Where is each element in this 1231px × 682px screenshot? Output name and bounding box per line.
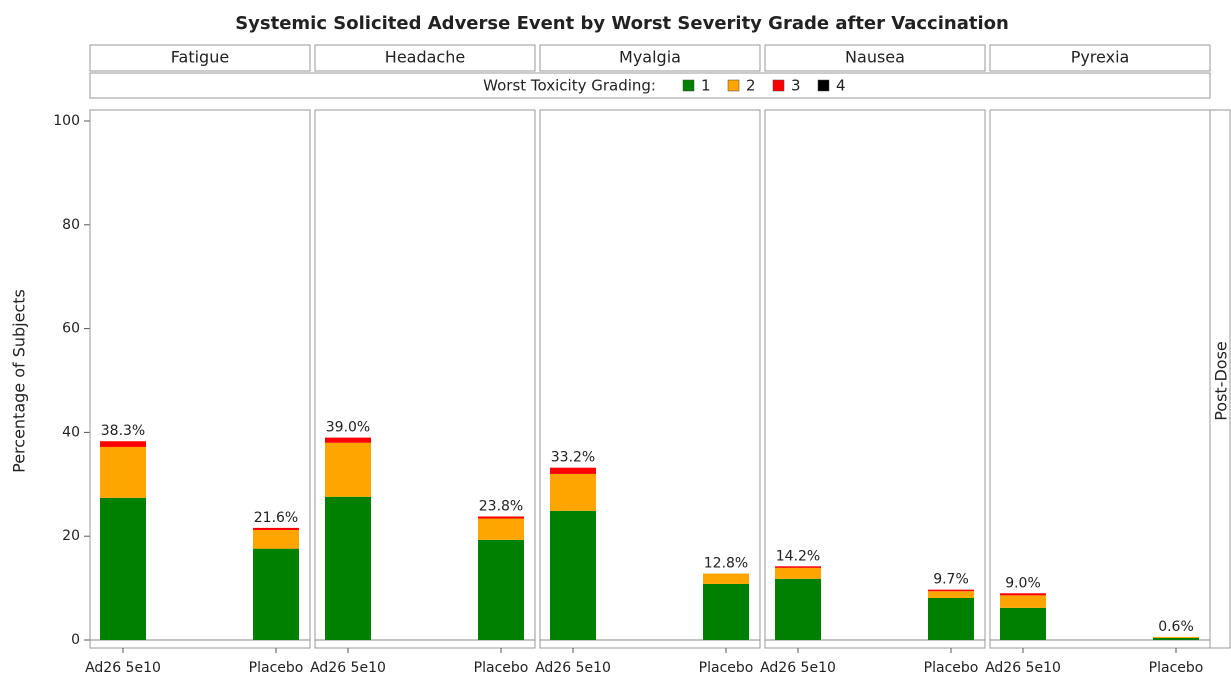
x-tick-label: Placebo: [1149, 660, 1204, 676]
panel-frame: [314, 109, 536, 649]
bar-segment: [1153, 637, 1199, 640]
bar-segment: [928, 597, 974, 640]
legend-strip: [89, 72, 1211, 99]
facet-strip: [539, 44, 761, 72]
y-tick-label: 20: [62, 528, 80, 544]
legend-swatch: [682, 79, 695, 92]
legend-label: 2: [746, 77, 756, 95]
bar-segment: [478, 539, 524, 640]
x-tick-label: Ad26 5e10: [760, 660, 836, 676]
legend-title: Worst Toxicity Grading:: [483, 77, 656, 95]
legend-label: 3: [791, 77, 801, 95]
bar-segment: [1153, 636, 1199, 638]
bar-segment: [100, 497, 146, 640]
facet-strip: [989, 44, 1211, 72]
bar-segment: [775, 566, 821, 568]
bar-segment: [1000, 607, 1046, 640]
x-tick-label: Ad26 5e10: [85, 660, 161, 676]
bar-total-label: 0.6%: [1158, 619, 1194, 635]
facet-label: Pyrexia: [1071, 48, 1130, 67]
bar-segment: [1000, 595, 1046, 608]
legend-swatch: [817, 79, 830, 92]
row-label: Post-Dose: [1212, 341, 1231, 421]
facet-label: Headache: [385, 48, 465, 67]
bar-segment: [253, 529, 299, 549]
legend-label: 4: [836, 77, 846, 95]
facet-label: Nausea: [845, 48, 905, 67]
bar-total-label: 38.3%: [101, 423, 145, 439]
bar-total-label: 12.8%: [704, 556, 748, 572]
bar-segment: [703, 573, 749, 584]
facet-label: Myalgia: [619, 48, 681, 67]
bar-segment: [703, 583, 749, 640]
legend-label: 1: [701, 77, 711, 95]
bar-segment: [550, 467, 596, 474]
bar-segment: [100, 446, 146, 498]
x-tick-label: Ad26 5e10: [310, 660, 386, 676]
bar-segment: [325, 496, 371, 640]
bar-segment: [100, 441, 146, 447]
panel-frame: [764, 109, 986, 649]
bar-total-label: 9.0%: [1005, 575, 1041, 591]
facet-strip: [764, 44, 986, 72]
bar-segment: [478, 518, 524, 540]
facet-strip: [314, 44, 536, 72]
x-tick-label: Ad26 5e10: [535, 660, 611, 676]
bar-segment: [928, 591, 974, 598]
x-tick-label: Placebo: [474, 660, 529, 676]
bar-total-label: 9.7%: [933, 572, 969, 588]
bar-segment: [325, 442, 371, 497]
y-tick-label: 60: [62, 321, 80, 337]
bar-segment: [478, 516, 524, 519]
bar-total-label: 33.2%: [551, 450, 595, 466]
bar-total-label: 21.6%: [254, 510, 298, 526]
x-tick-label: Placebo: [249, 660, 304, 676]
y-tick-label: 40: [62, 424, 80, 440]
legend-swatch: [727, 79, 740, 92]
facet-strip: [89, 44, 311, 72]
bar-total-label: 23.8%: [479, 498, 523, 514]
panel-frame: [89, 109, 311, 649]
y-tick-label: 80: [62, 217, 80, 233]
x-tick-label: Ad26 5e10: [985, 660, 1061, 676]
bar-segment: [928, 589, 974, 592]
legend-swatch: [772, 79, 785, 92]
bar-segment: [550, 473, 596, 511]
bar-segment: [775, 567, 821, 579]
bar-segment: [775, 578, 821, 640]
bar-segment: [550, 510, 596, 640]
bar-segment: [1000, 593, 1046, 596]
facet-label: Fatigue: [171, 48, 229, 67]
bar-total-label: 39.0%: [326, 420, 370, 436]
bar-total-label: 14.2%: [776, 548, 820, 564]
bar-segment: [253, 527, 299, 530]
panel-frame: [539, 109, 761, 649]
x-tick-label: Placebo: [699, 660, 754, 676]
panel-frame: [989, 109, 1211, 649]
x-tick-label: Placebo: [924, 660, 979, 676]
y-tick-label: 0: [71, 632, 80, 648]
y-axis-label: Percentage of Subjects: [10, 289, 29, 473]
y-tick-label: 100: [53, 113, 80, 129]
bar-segment: [325, 437, 371, 443]
chart-title: Systemic Solicited Adverse Event by Wors…: [235, 13, 1009, 34]
bar-segment: [253, 548, 299, 640]
